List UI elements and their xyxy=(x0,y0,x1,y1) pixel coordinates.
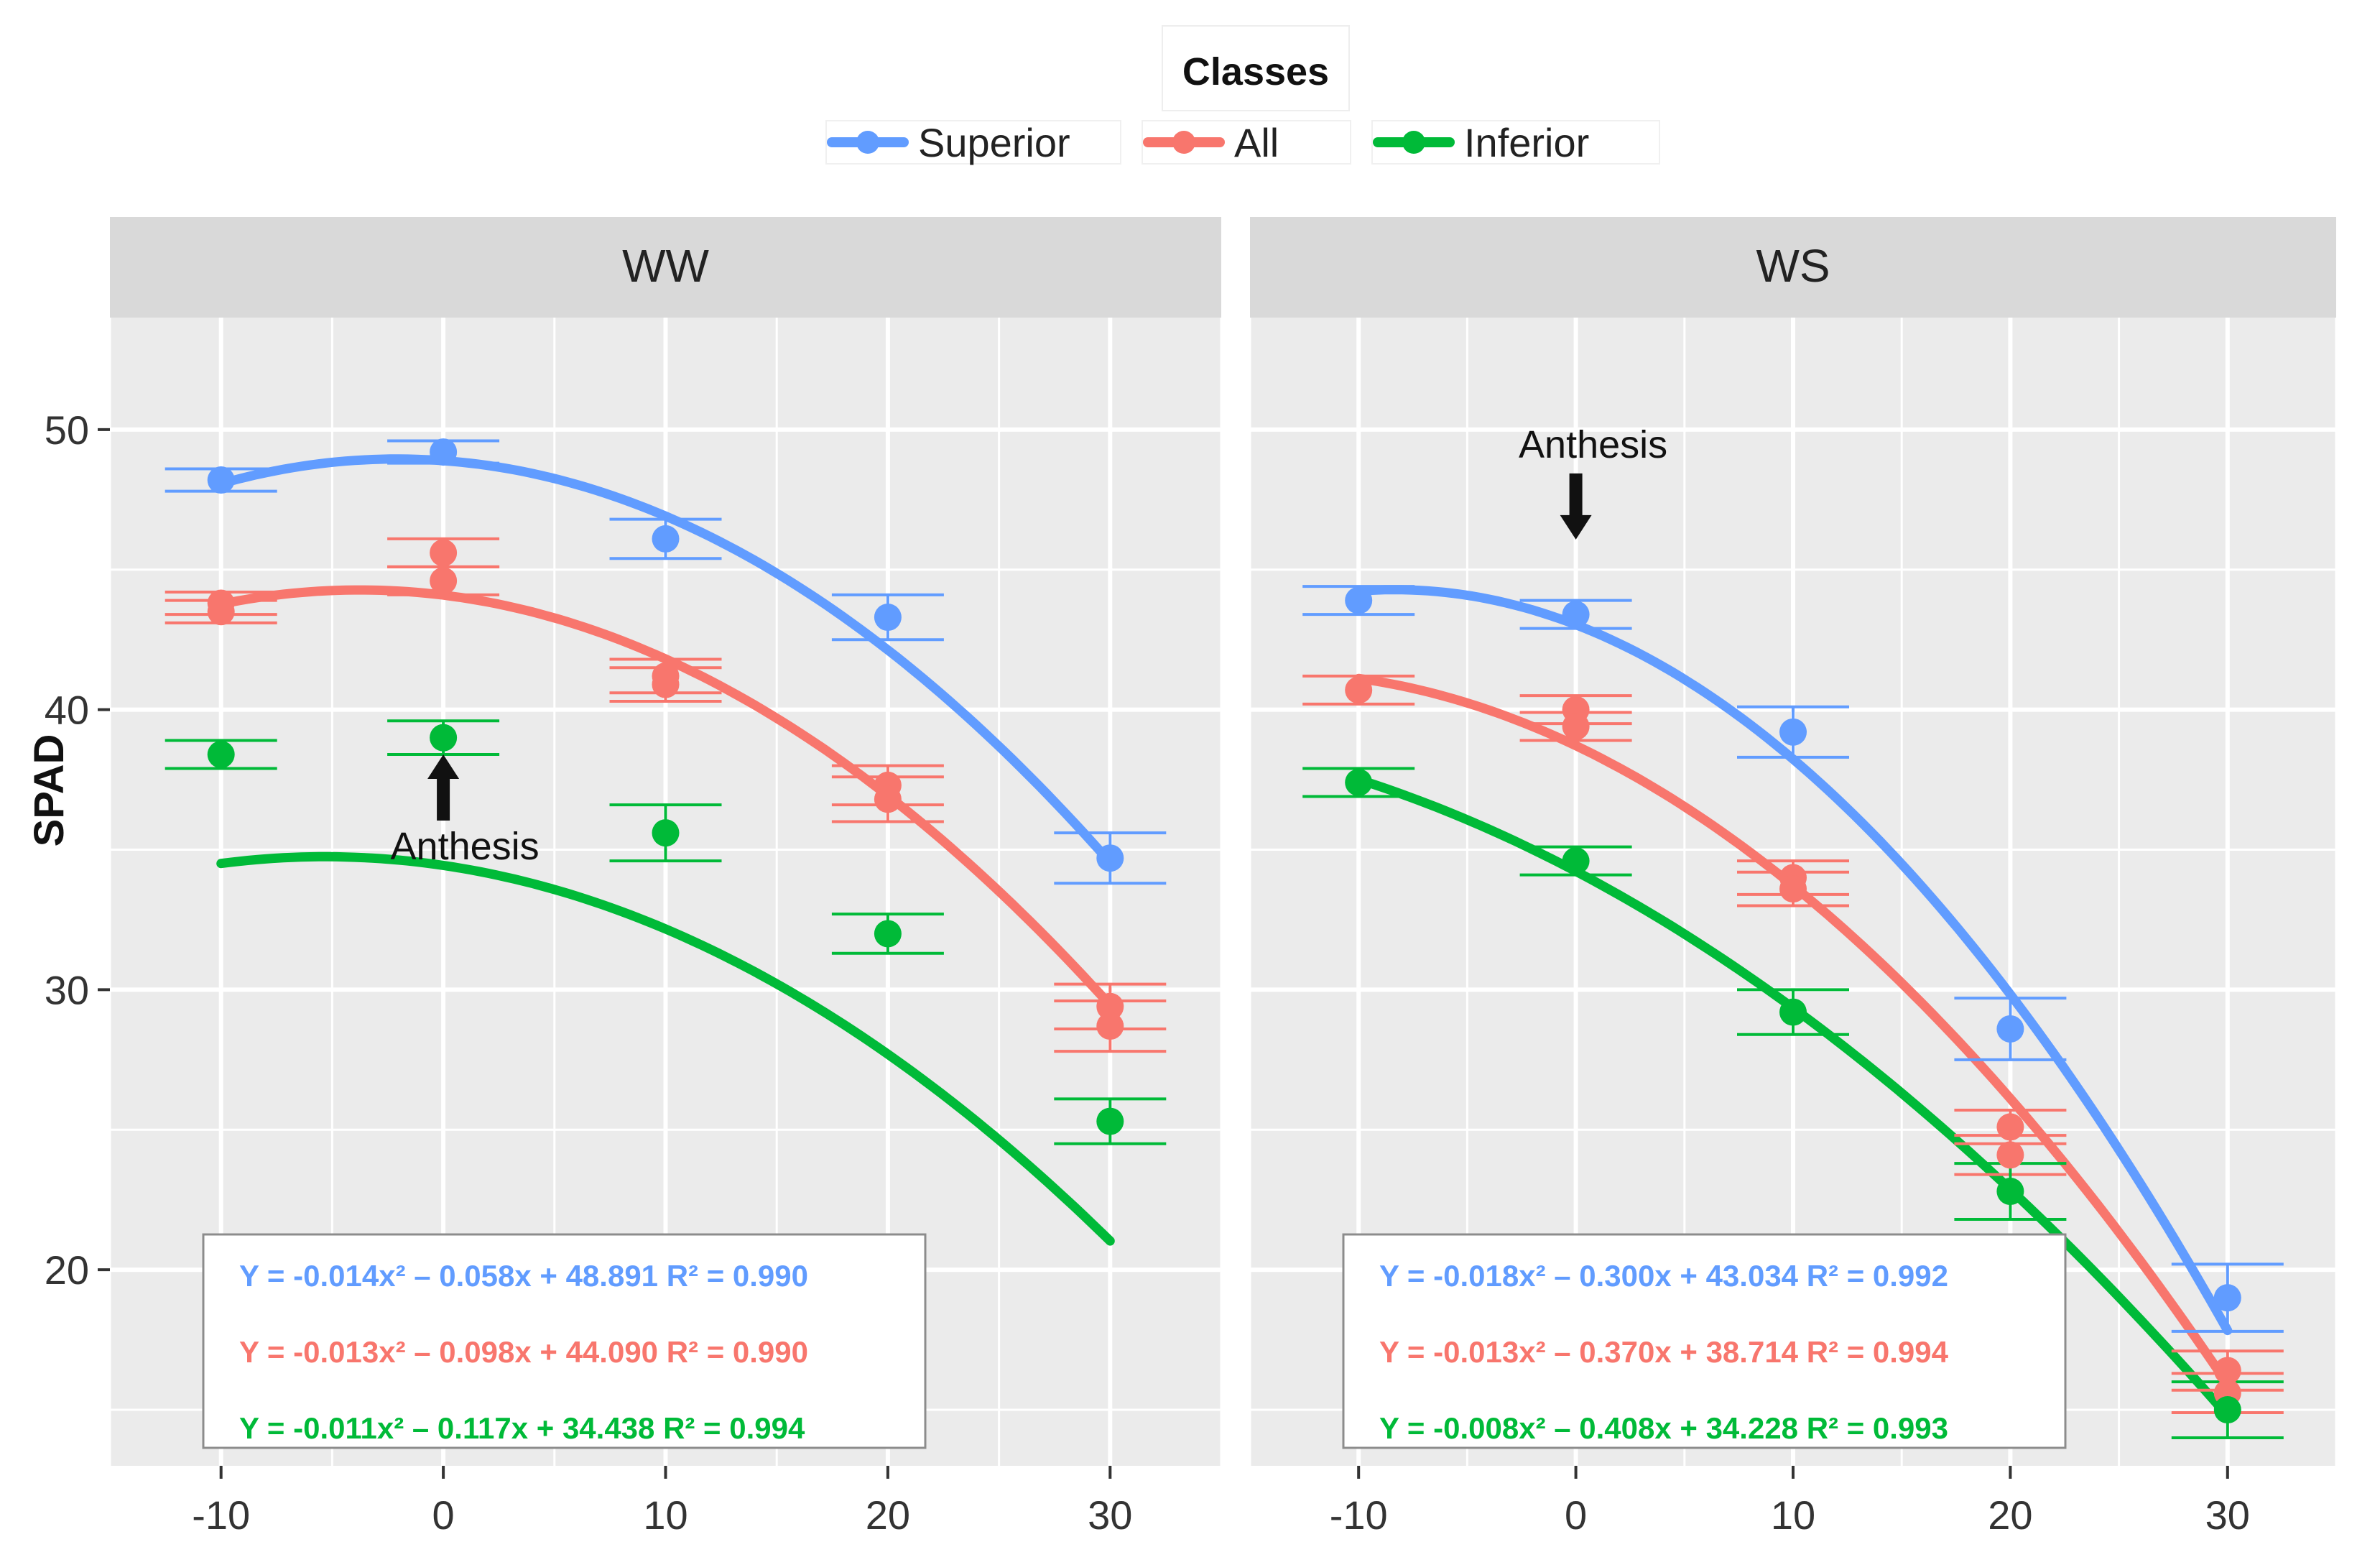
legend-entries: Superior All Inferior xyxy=(825,120,1660,165)
legend-label-superior: Superior xyxy=(918,120,1070,165)
legend-title: Classes xyxy=(1182,50,1329,93)
legend-dot-superior xyxy=(856,131,879,154)
arrow-up-icon xyxy=(427,754,460,821)
x-ticks-ws: -10 0 10 20 30 xyxy=(1330,1466,2250,1538)
legend-label-all: All xyxy=(1234,120,1279,165)
legend: Classes Superior All Inferior xyxy=(825,25,1660,165)
data-point-all xyxy=(2213,1357,2241,1385)
legend-label-inferior: Inferior xyxy=(1464,120,1589,165)
panel-ww: WW Anthesis Y = -0.014x² – 0.058x + 48.8… xyxy=(108,217,1223,1538)
data-point-inferior xyxy=(874,920,902,948)
data-point-all xyxy=(1345,676,1373,704)
data-point-superior xyxy=(1562,601,1590,629)
equation-ww-all: Y = -0.013x² – 0.098x + 44.090 R² = 0.99… xyxy=(239,1335,808,1369)
data-point-superior xyxy=(1096,844,1124,872)
equation-ww-superior: Y = -0.014x² – 0.058x + 48.891 R² = 0.99… xyxy=(239,1259,808,1293)
data-point-all xyxy=(1562,713,1590,741)
panel-title-ww: WW xyxy=(622,240,709,292)
data-point-inferior xyxy=(1096,1107,1124,1135)
equation-ws-all: Y = -0.013x² – 0.370x + 38.714 R² = 0.99… xyxy=(1379,1335,1949,1369)
anthesis-label-ww: Anthesis xyxy=(391,825,540,868)
x-tick-label: 10 xyxy=(643,1492,687,1538)
annotation-ws: Anthesis xyxy=(1519,423,1667,540)
equation-ww-inferior: Y = -0.011x² – 0.117x + 34.438 R² = 0.99… xyxy=(239,1411,805,1445)
equation-ws-inferior: Y = -0.008x² – 0.408x + 34.228 R² = 0.99… xyxy=(1379,1411,1948,1445)
y-tick-label: 50 xyxy=(45,407,89,453)
data-point-all xyxy=(1779,875,1807,903)
data-point-all xyxy=(1096,992,1124,1020)
y-tick-label: 30 xyxy=(45,967,89,1012)
data-points-ww xyxy=(207,438,1124,1135)
data-points-ws xyxy=(1345,586,2241,1424)
y-tick-label: 20 xyxy=(45,1247,89,1293)
data-point-superior xyxy=(1345,586,1373,614)
x-tick-label: -10 xyxy=(192,1492,250,1538)
data-point-all xyxy=(1996,1113,2024,1141)
y-axis-label: SPAD xyxy=(26,734,73,847)
x-tick-label: 10 xyxy=(1771,1492,1815,1538)
y-tick-label: 40 xyxy=(45,688,89,733)
data-point-inferior xyxy=(207,741,235,769)
fit-curve-inferior xyxy=(216,851,1115,1246)
panel-strip-ws xyxy=(1250,217,2336,318)
x-tick-label: 20 xyxy=(1988,1492,2032,1538)
data-point-superior xyxy=(1996,1015,2024,1043)
equation-box-ww: Y = -0.014x² – 0.058x + 48.891 R² = 0.99… xyxy=(202,1233,927,1449)
data-point-inferior xyxy=(652,819,680,847)
x-tick-label: 30 xyxy=(2205,1492,2250,1538)
data-point-all xyxy=(1096,1012,1124,1040)
data-point-all xyxy=(430,539,458,567)
data-point-superior xyxy=(652,525,680,553)
data-point-all xyxy=(874,785,902,813)
panel-title-ws: WS xyxy=(1756,240,1830,292)
anthesis-label-ws: Anthesis xyxy=(1519,423,1667,466)
x-ticks-ww: -10 0 10 20 30 xyxy=(192,1466,1132,1538)
data-point-superior xyxy=(207,466,235,494)
legend-dot-inferior xyxy=(1402,131,1425,154)
x-tick-label: 20 xyxy=(866,1492,910,1538)
data-point-superior xyxy=(874,604,902,632)
y-axis-ticks: 20 30 40 50 xyxy=(45,407,110,1293)
data-point-inferior xyxy=(1345,768,1373,796)
annotation-ww: Anthesis xyxy=(391,754,540,868)
panel-ws: WS Anthesis Y = -0.018x² – 0.300x + 43.0… xyxy=(1249,217,2338,1538)
data-point-superior xyxy=(430,438,458,466)
x-tick-label: 0 xyxy=(1565,1492,1587,1538)
panel-strip-ww xyxy=(110,217,1221,318)
data-point-inferior xyxy=(1996,1178,2024,1206)
data-point-all xyxy=(1996,1141,2024,1169)
fit-curve-superior xyxy=(1353,585,2233,1336)
x-tick-label: -10 xyxy=(1330,1492,1388,1538)
arrow-down-icon xyxy=(1560,473,1592,540)
data-point-all xyxy=(652,670,680,698)
data-point-inferior xyxy=(1779,998,1807,1026)
data-point-all xyxy=(430,567,458,595)
legend-dot-all xyxy=(1172,131,1195,154)
data-point-inferior xyxy=(430,724,458,752)
x-tick-label: 30 xyxy=(1088,1492,1132,1538)
equation-ws-superior: Y = -0.018x² – 0.300x + 43.034 R² = 0.99… xyxy=(1379,1259,1948,1293)
data-point-superior xyxy=(2213,1284,2241,1312)
data-point-all xyxy=(207,598,235,626)
fit-curve-superior xyxy=(216,454,1115,867)
data-point-inferior xyxy=(1562,847,1590,875)
equation-box-ws: Y = -0.018x² – 0.300x + 43.034 R² = 0.99… xyxy=(1342,1233,2067,1449)
data-point-superior xyxy=(1779,718,1807,746)
x-tick-label: 0 xyxy=(432,1492,455,1538)
data-point-inferior xyxy=(2213,1396,2241,1424)
